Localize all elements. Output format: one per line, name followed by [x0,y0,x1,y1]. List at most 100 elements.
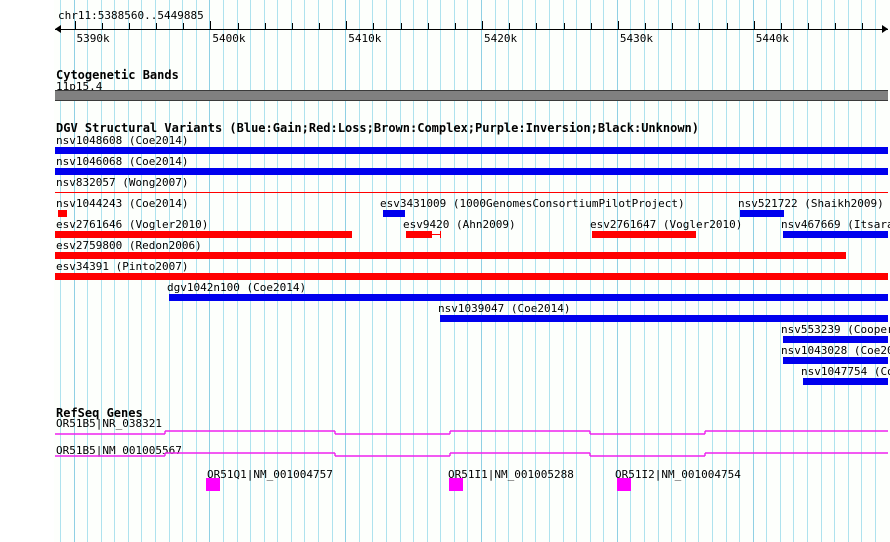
grid-line [426,0,428,542]
grid-line [725,0,727,542]
ruler-tick-minor [427,23,429,29]
dgv-feature-bar[interactable] [803,378,888,385]
ruler-tick-minor [101,23,103,29]
grid-line [630,0,632,542]
ruler-tick-minor [726,23,728,29]
grid-line [644,0,646,542]
ruler-tick-minor [454,23,456,29]
grid-line [331,0,333,542]
ruler-tick-major [482,21,484,29]
refseq-gene-label[interactable]: OR51I2|NM_001004754 [615,468,741,481]
grid-line [304,0,306,542]
dgv-feature-bar[interactable] [783,231,888,238]
grid-line [834,0,836,542]
dgv-feature-bar[interactable] [440,315,888,322]
ruler-tick-label: 5430k [619,32,654,45]
ruler-tick-major [617,21,619,29]
dgv-feature-bar[interactable] [55,192,888,193]
grid-line [236,0,238,542]
grid-line [481,0,483,542]
grid-line [589,0,591,542]
dgv-feature-bar-extension [432,234,441,235]
dgv-feature-label[interactable]: esv3431009 (1000GenomesConsortiumPilotPr… [380,197,685,210]
refseq-gene-exon[interactable] [617,478,631,491]
dgv-feature-label[interactable]: dgv1042n100 (Coe2014) [167,281,307,294]
grid-line [494,0,496,542]
ruler-tick-minor [590,23,592,29]
grid-line [684,0,686,542]
dgv-feature-bar[interactable] [740,210,784,217]
refseq-transcript-line[interactable] [55,430,888,435]
ruler-tick-minor [672,23,674,29]
dgv-feature-bar[interactable] [783,336,888,343]
dgv-feature-bar-cap [440,231,441,238]
grid-line [752,0,754,542]
refseq-transcript-line[interactable] [55,452,888,457]
dgv-feature-bar[interactable] [58,210,67,217]
refseq-gene-exon[interactable] [206,478,220,491]
dgv-feature-label[interactable]: nsv1039047 (Coe2014) [438,302,571,315]
grid-line [603,0,605,542]
ruler-tick-minor [536,23,538,29]
grid-line [127,0,129,542]
dgv-feature-label[interactable]: esv9420 (Ahn2009) [403,218,516,231]
ruler-tick-minor [699,23,701,29]
grid-line [277,0,279,542]
dgv-feature-label[interactable]: nsv521722 (Shaikh2009) [738,197,884,210]
ruler-tick-minor [563,23,565,29]
dgv-feature-label[interactable]: esv2759800 (Redon2006) [56,239,202,252]
dgv-feature-label[interactable]: nsv467669 (Itsara2009) [781,218,890,231]
dgv-feature-label[interactable]: esv2761647 (Vogler2010) [590,218,743,231]
dgv-feature-label[interactable]: nsv1044243 (Coe2014) [56,197,189,210]
refseq-gene-exon[interactable] [449,478,463,491]
dgv-feature-label[interactable]: nsv1048608 (Coe2014) [56,134,189,147]
grid-line [671,0,673,542]
grid-line [521,0,523,542]
grid-line [820,0,822,542]
grid-line [413,0,415,542]
refseq-transcript-label[interactable]: OR51B5|NR_038321 [56,417,162,430]
ruler-tick-minor [183,23,185,29]
ruler-tick-label: 5400k [212,32,246,45]
dgv-feature-bar[interactable] [592,231,696,238]
dgv-feature-bar[interactable] [55,147,888,154]
dgv-feature-bar[interactable] [55,168,888,175]
dgv-feature-bar[interactable] [169,294,888,301]
dgv-feature-label[interactable]: esv2761646 (Vogler2010) [56,218,209,231]
dgv-feature-bar[interactable] [55,273,888,280]
ruler-tick-label: 5410k [348,32,382,45]
dgv-feature-bar[interactable] [383,210,405,217]
refseq-gene-label[interactable]: OR51I1|NM_001005288 [448,468,574,481]
dgv-track-title: DGV Structural Variants (Blue:Gain;Red:L… [56,121,699,135]
dgv-feature-bar[interactable] [783,357,888,364]
grid-line [250,0,252,542]
grid-line [711,0,713,542]
ruler-tick-major [753,21,755,29]
refseq-transcript-label[interactable]: OR51B5|NM_001005567 [56,444,182,457]
cytoband-bar[interactable] [55,90,888,101]
ruler-tick-label: 5440k [755,32,789,45]
grid-line [453,0,455,542]
dgv-feature-label[interactable]: nsv1043028 (Coe2014) [781,344,890,357]
dgv-feature-label[interactable]: nsv553239 (Cooper2011) [781,323,890,336]
grid-line [739,0,741,542]
grid-line [562,0,564,542]
ruler-tick-label: 5390k [76,32,110,45]
dgv-feature-label[interactable]: nsv1047754 (Coe2014) [801,365,890,378]
grid-line [182,0,184,542]
grid-line [548,0,550,542]
ruler-tick-major [346,21,348,29]
grid-line [222,0,224,542]
grid-line [616,0,618,542]
dgv-feature-label[interactable]: nsv832057 (Wong2007) [56,176,189,189]
ruler-tick-minor [808,23,810,29]
dgv-feature-bar[interactable] [55,231,352,238]
dgv-feature-label[interactable]: nsv1046068 (Coe2014) [56,155,189,168]
refseq-gene-label[interactable]: OR51Q1|NM_001004757 [207,468,333,481]
dgv-feature-bar[interactable] [55,252,846,259]
grid-line [766,0,768,542]
dgv-feature-label[interactable]: esv34391 (Pinto2007) [56,260,189,273]
dgv-feature-bar[interactable] [406,231,432,238]
ruler-tick-minor [509,23,511,29]
